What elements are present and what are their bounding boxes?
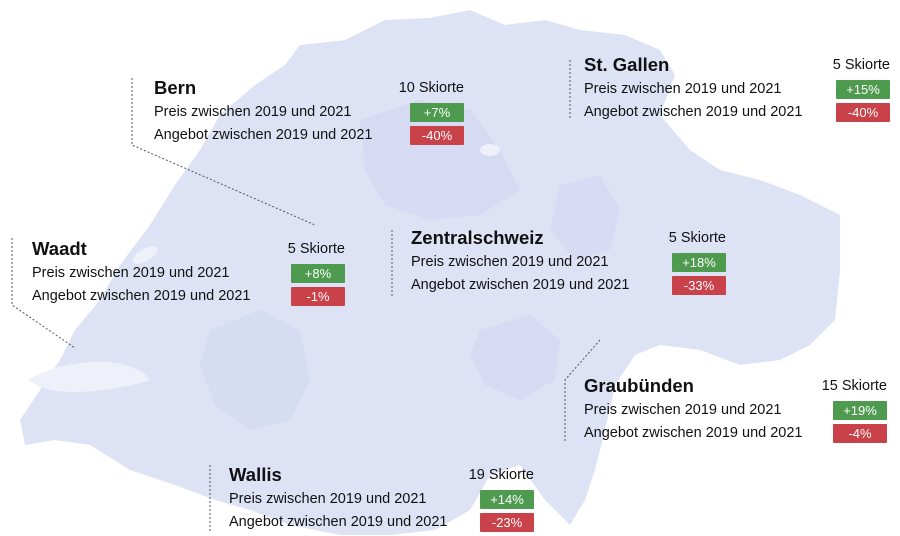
lake-icon — [458, 233, 482, 243]
price-label: Preis zwischen 2019 und 2021 — [584, 402, 782, 418]
ski-resort-count: 15 Skiorte — [821, 378, 887, 394]
price-change-badge: +15% — [836, 80, 890, 99]
region-name: Waadt — [32, 238, 87, 259]
ski-resort-count: 19 Skiorte — [468, 467, 534, 483]
supply-change-badge: -40% — [836, 103, 890, 122]
supply-label: Angebot zwischen 2019 und 2021 — [411, 277, 630, 293]
region-name: Graubünden — [584, 375, 694, 396]
price-change-badge: +7% — [410, 103, 464, 122]
supply-label: Angebot zwischen 2019 und 2021 — [154, 127, 373, 143]
lake-icon — [480, 144, 500, 156]
price-label: Preis zwischen 2019 und 2021 — [229, 491, 427, 507]
lake-geneva-icon — [28, 361, 150, 393]
region-card-wallis: Wallis 19 Skiorte Preis zwischen 2019 un… — [229, 464, 534, 536]
price-change-badge: +8% — [291, 264, 345, 283]
price-label: Preis zwischen 2019 und 2021 — [154, 104, 352, 120]
region-shading-south — [470, 315, 560, 400]
supply-change-badge: -4% — [833, 424, 887, 443]
price-change-badge: +14% — [480, 490, 534, 509]
leader-line-graubuenden — [564, 339, 601, 442]
region-card-zentralschweiz: Zentralschweiz 5 Skiorte Preis zwischen … — [411, 227, 726, 299]
region-shading-west — [200, 310, 310, 430]
supply-change-badge: -40% — [410, 126, 464, 145]
price-label: Preis zwischen 2019 und 2021 — [584, 81, 782, 97]
supply-change-badge: -23% — [480, 513, 534, 532]
region-card-bern: Bern 10 Skiorte Preis zwischen 2019 und … — [154, 77, 464, 149]
region-name: St. Gallen — [584, 54, 670, 75]
region-name: Zentralschweiz — [411, 227, 544, 248]
lake-icon — [132, 246, 158, 264]
ski-resort-count: 10 Skiorte — [398, 80, 464, 96]
supply-label: Angebot zwischen 2019 und 2021 — [32, 288, 251, 304]
region-shading-north — [360, 100, 520, 220]
leader-line-waadt — [11, 238, 76, 349]
supply-change-badge: -1% — [291, 287, 345, 306]
supply-label: Angebot zwischen 2019 und 2021 — [584, 104, 803, 120]
region-name: Bern — [154, 77, 197, 98]
supply-change-badge: -33% — [672, 276, 726, 295]
leader-line-bern — [131, 78, 316, 226]
supply-label: Angebot zwischen 2019 und 2021 — [584, 425, 803, 441]
price-change-badge: +18% — [672, 253, 726, 272]
price-label: Preis zwischen 2019 und 2021 — [32, 265, 230, 281]
price-change-badge: +19% — [833, 401, 887, 420]
region-shading-east — [550, 175, 620, 260]
region-card-st-gallen: St. Gallen 5 Skiorte Preis zwischen 2019… — [584, 54, 890, 126]
supply-label: Angebot zwischen 2019 und 2021 — [229, 514, 448, 530]
ski-resort-count: 5 Skiorte — [668, 230, 726, 246]
ski-resort-count: 5 Skiorte — [832, 57, 890, 73]
price-label: Preis zwischen 2019 und 2021 — [411, 254, 609, 270]
ski-resort-count: 5 Skiorte — [287, 241, 345, 257]
region-name: Wallis — [229, 464, 282, 485]
region-card-waadt: Waadt 5 Skiorte Preis zwischen 2019 und … — [32, 238, 345, 310]
region-card-graubuenden: Graubünden 15 Skiorte Preis zwischen 201… — [584, 375, 887, 447]
